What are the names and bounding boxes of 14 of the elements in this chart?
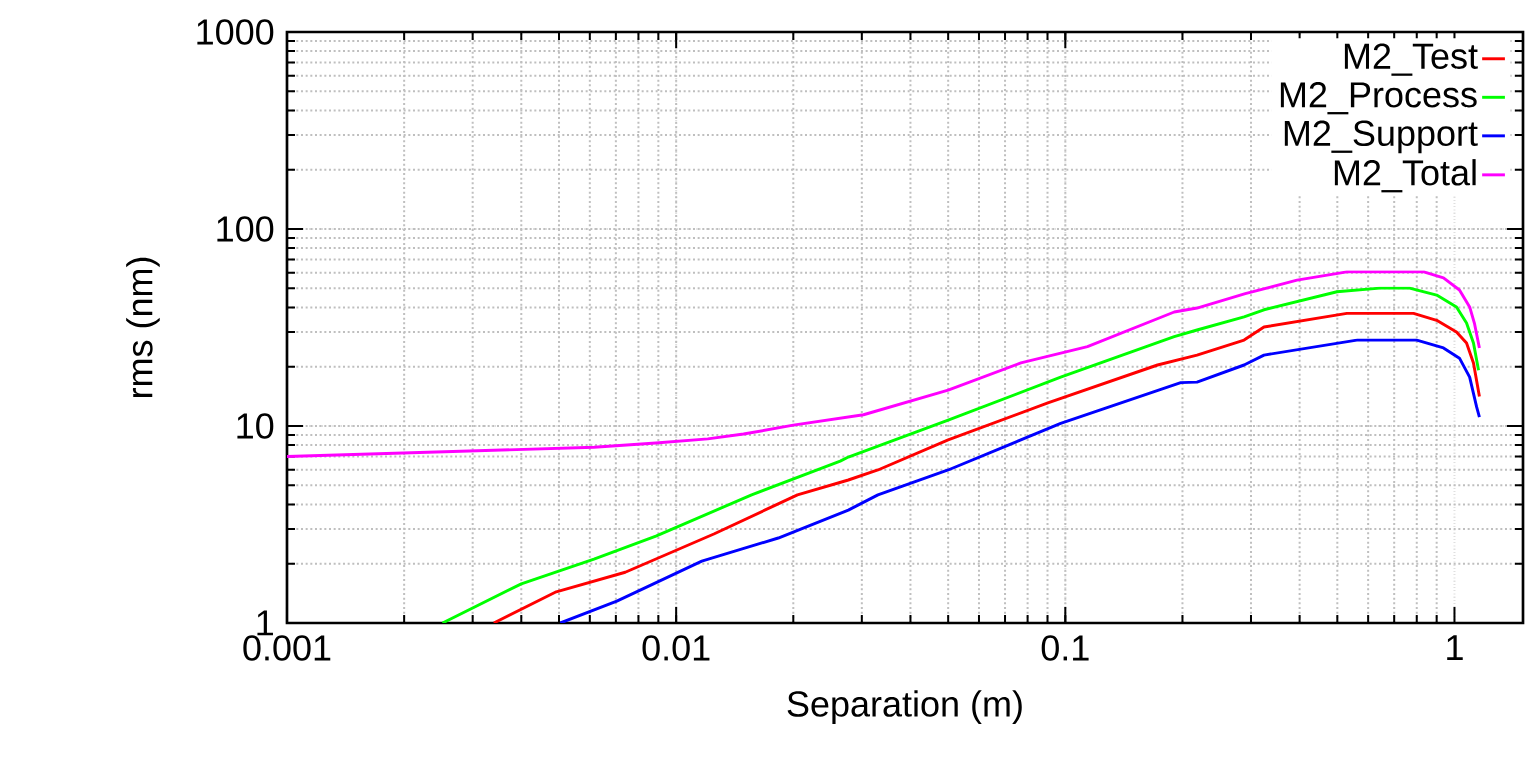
legend-label: M2_Support <box>1284 120 1478 154</box>
y-tick-label: 1000 <box>197 19 274 45</box>
legend-label: M2_Test <box>1344 43 1478 76</box>
x-axis-title: Separation (m) <box>787 690 1022 724</box>
x-tick-label: 0.001 <box>243 635 331 661</box>
y-axis-title: rms (nm) <box>126 257 160 398</box>
legend-label: M2_Total <box>1334 159 1476 193</box>
x-tick-label: 1 <box>1447 635 1463 661</box>
x-tick-label: 0.1 <box>1041 635 1089 661</box>
y-tick-label: 100 <box>217 216 274 242</box>
x-tick-label: 0.01 <box>642 635 710 661</box>
y-tick-label: 1 <box>257 610 273 636</box>
y-tick-label: 10 <box>237 413 274 439</box>
legend-label: M2_Process <box>1280 82 1477 115</box>
